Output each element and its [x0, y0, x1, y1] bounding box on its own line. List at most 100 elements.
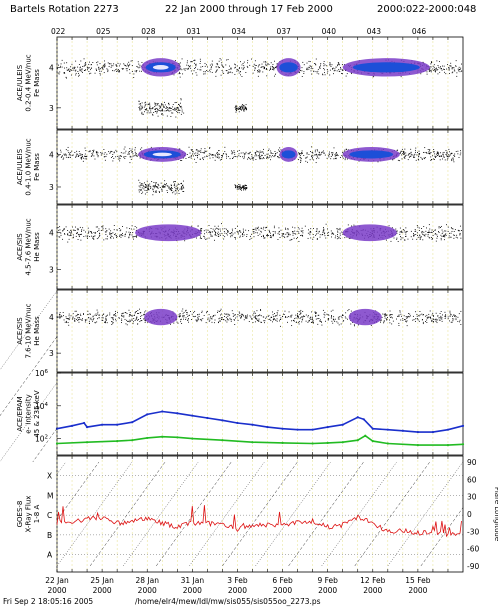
scatter-point	[135, 317, 137, 319]
series-point	[296, 428, 299, 431]
scatter-point	[208, 225, 210, 226]
scatter-point	[427, 316, 429, 318]
scatter-point	[269, 236, 271, 238]
scatter-point	[69, 153, 71, 155]
scatter-point	[173, 185, 175, 187]
scatter-point	[60, 234, 62, 236]
scatter-point	[177, 107, 179, 108]
scatter-point	[137, 66, 139, 68]
scatter-point	[406, 316, 408, 318]
scatter-point	[453, 231, 455, 232]
scatter-point	[129, 314, 131, 316]
scatter-point	[234, 155, 236, 157]
scatter-point	[330, 230, 332, 232]
scatter-point	[89, 69, 91, 71]
scatter-point	[87, 310, 89, 312]
scatter-point	[227, 59, 229, 61]
scatter-point	[219, 234, 221, 236]
scatter-point	[335, 157, 337, 159]
scatter-point	[243, 319, 245, 321]
scatter-point	[316, 72, 318, 74]
scatter-point	[191, 149, 193, 151]
scatter-point	[248, 152, 250, 154]
scatter-point	[425, 321, 426, 322]
scatter-point	[227, 315, 229, 317]
series-point	[364, 434, 367, 437]
scatter-point	[260, 315, 262, 317]
scatter-point	[229, 158, 231, 160]
scatter-point	[413, 319, 415, 321]
scatter-point	[237, 319, 239, 321]
scatter-point	[242, 314, 244, 316]
scatter-point	[435, 156, 437, 158]
scatter-point	[147, 110, 149, 112]
scatter-point	[141, 314, 143, 316]
scatter-point	[310, 151, 311, 153]
scatter-point	[181, 186, 183, 187]
scatter-point	[91, 153, 93, 155]
scatter-point	[338, 70, 340, 72]
scatter-point	[402, 237, 404, 239]
scatter-point	[92, 315, 94, 317]
scatter-point	[125, 155, 127, 157]
scatter-point	[94, 321, 96, 323]
scatter-point	[57, 153, 59, 154]
scatter-point	[234, 236, 236, 238]
scatter-point	[438, 317, 440, 319]
scatter-point	[461, 230, 462, 231]
scatter-point	[236, 68, 238, 70]
top-tick-label: 040	[322, 27, 337, 36]
scatter-point	[188, 314, 190, 316]
scatter-point	[195, 149, 197, 151]
scatter-point	[69, 235, 71, 237]
scatter-point	[391, 314, 393, 316]
scatter-point	[236, 70, 238, 72]
scatter-point	[136, 235, 138, 237]
scatter-point	[207, 70, 209, 72]
scatter-point	[81, 230, 82, 232]
scatter-point	[254, 64, 256, 66]
scatter-point	[112, 156, 114, 157]
scatter-point	[71, 63, 73, 65]
scatter-point	[84, 155, 86, 157]
right-tick-label: -30	[467, 527, 479, 536]
scatter-point	[426, 317, 428, 319]
scatter-point	[101, 152, 103, 154]
scatter-point	[405, 235, 407, 237]
scatter-point	[273, 316, 274, 318]
scatter-point	[426, 73, 428, 75]
scatter-point	[317, 150, 319, 152]
scatter-point	[215, 71, 217, 73]
scatter-point	[120, 234, 122, 236]
scatter-point	[104, 321, 106, 323]
scatter-point	[243, 315, 244, 317]
scatter-point	[433, 66, 435, 68]
scatter-point	[114, 234, 115, 236]
scatter-point	[89, 61, 90, 63]
scatter-point	[228, 156, 230, 158]
scatter-point	[230, 320, 232, 322]
scatter-point	[298, 72, 300, 74]
scatter-point	[133, 73, 135, 75]
scatter-point	[284, 317, 286, 318]
scatter-point	[130, 320, 131, 322]
scatter-point	[80, 233, 82, 235]
scatter-point	[240, 152, 242, 154]
panel-frame	[56, 289, 464, 373]
scatter-point	[115, 149, 117, 151]
scatter-point	[150, 110, 152, 112]
scatter-point	[428, 313, 430, 315]
scatter-point	[301, 321, 303, 323]
scatter-point	[409, 315, 411, 317]
scatter-point	[103, 66, 105, 68]
scatter-point	[218, 157, 220, 159]
scatter-point	[218, 150, 220, 152]
scatter-point	[386, 314, 388, 316]
scatter-point	[238, 186, 240, 188]
scatter-point	[78, 236, 80, 238]
scatter-point	[259, 150, 261, 152]
scatter-point	[252, 321, 254, 323]
scatter-point	[315, 58, 317, 60]
scatter-point	[129, 228, 131, 230]
scatter-point	[70, 233, 72, 235]
